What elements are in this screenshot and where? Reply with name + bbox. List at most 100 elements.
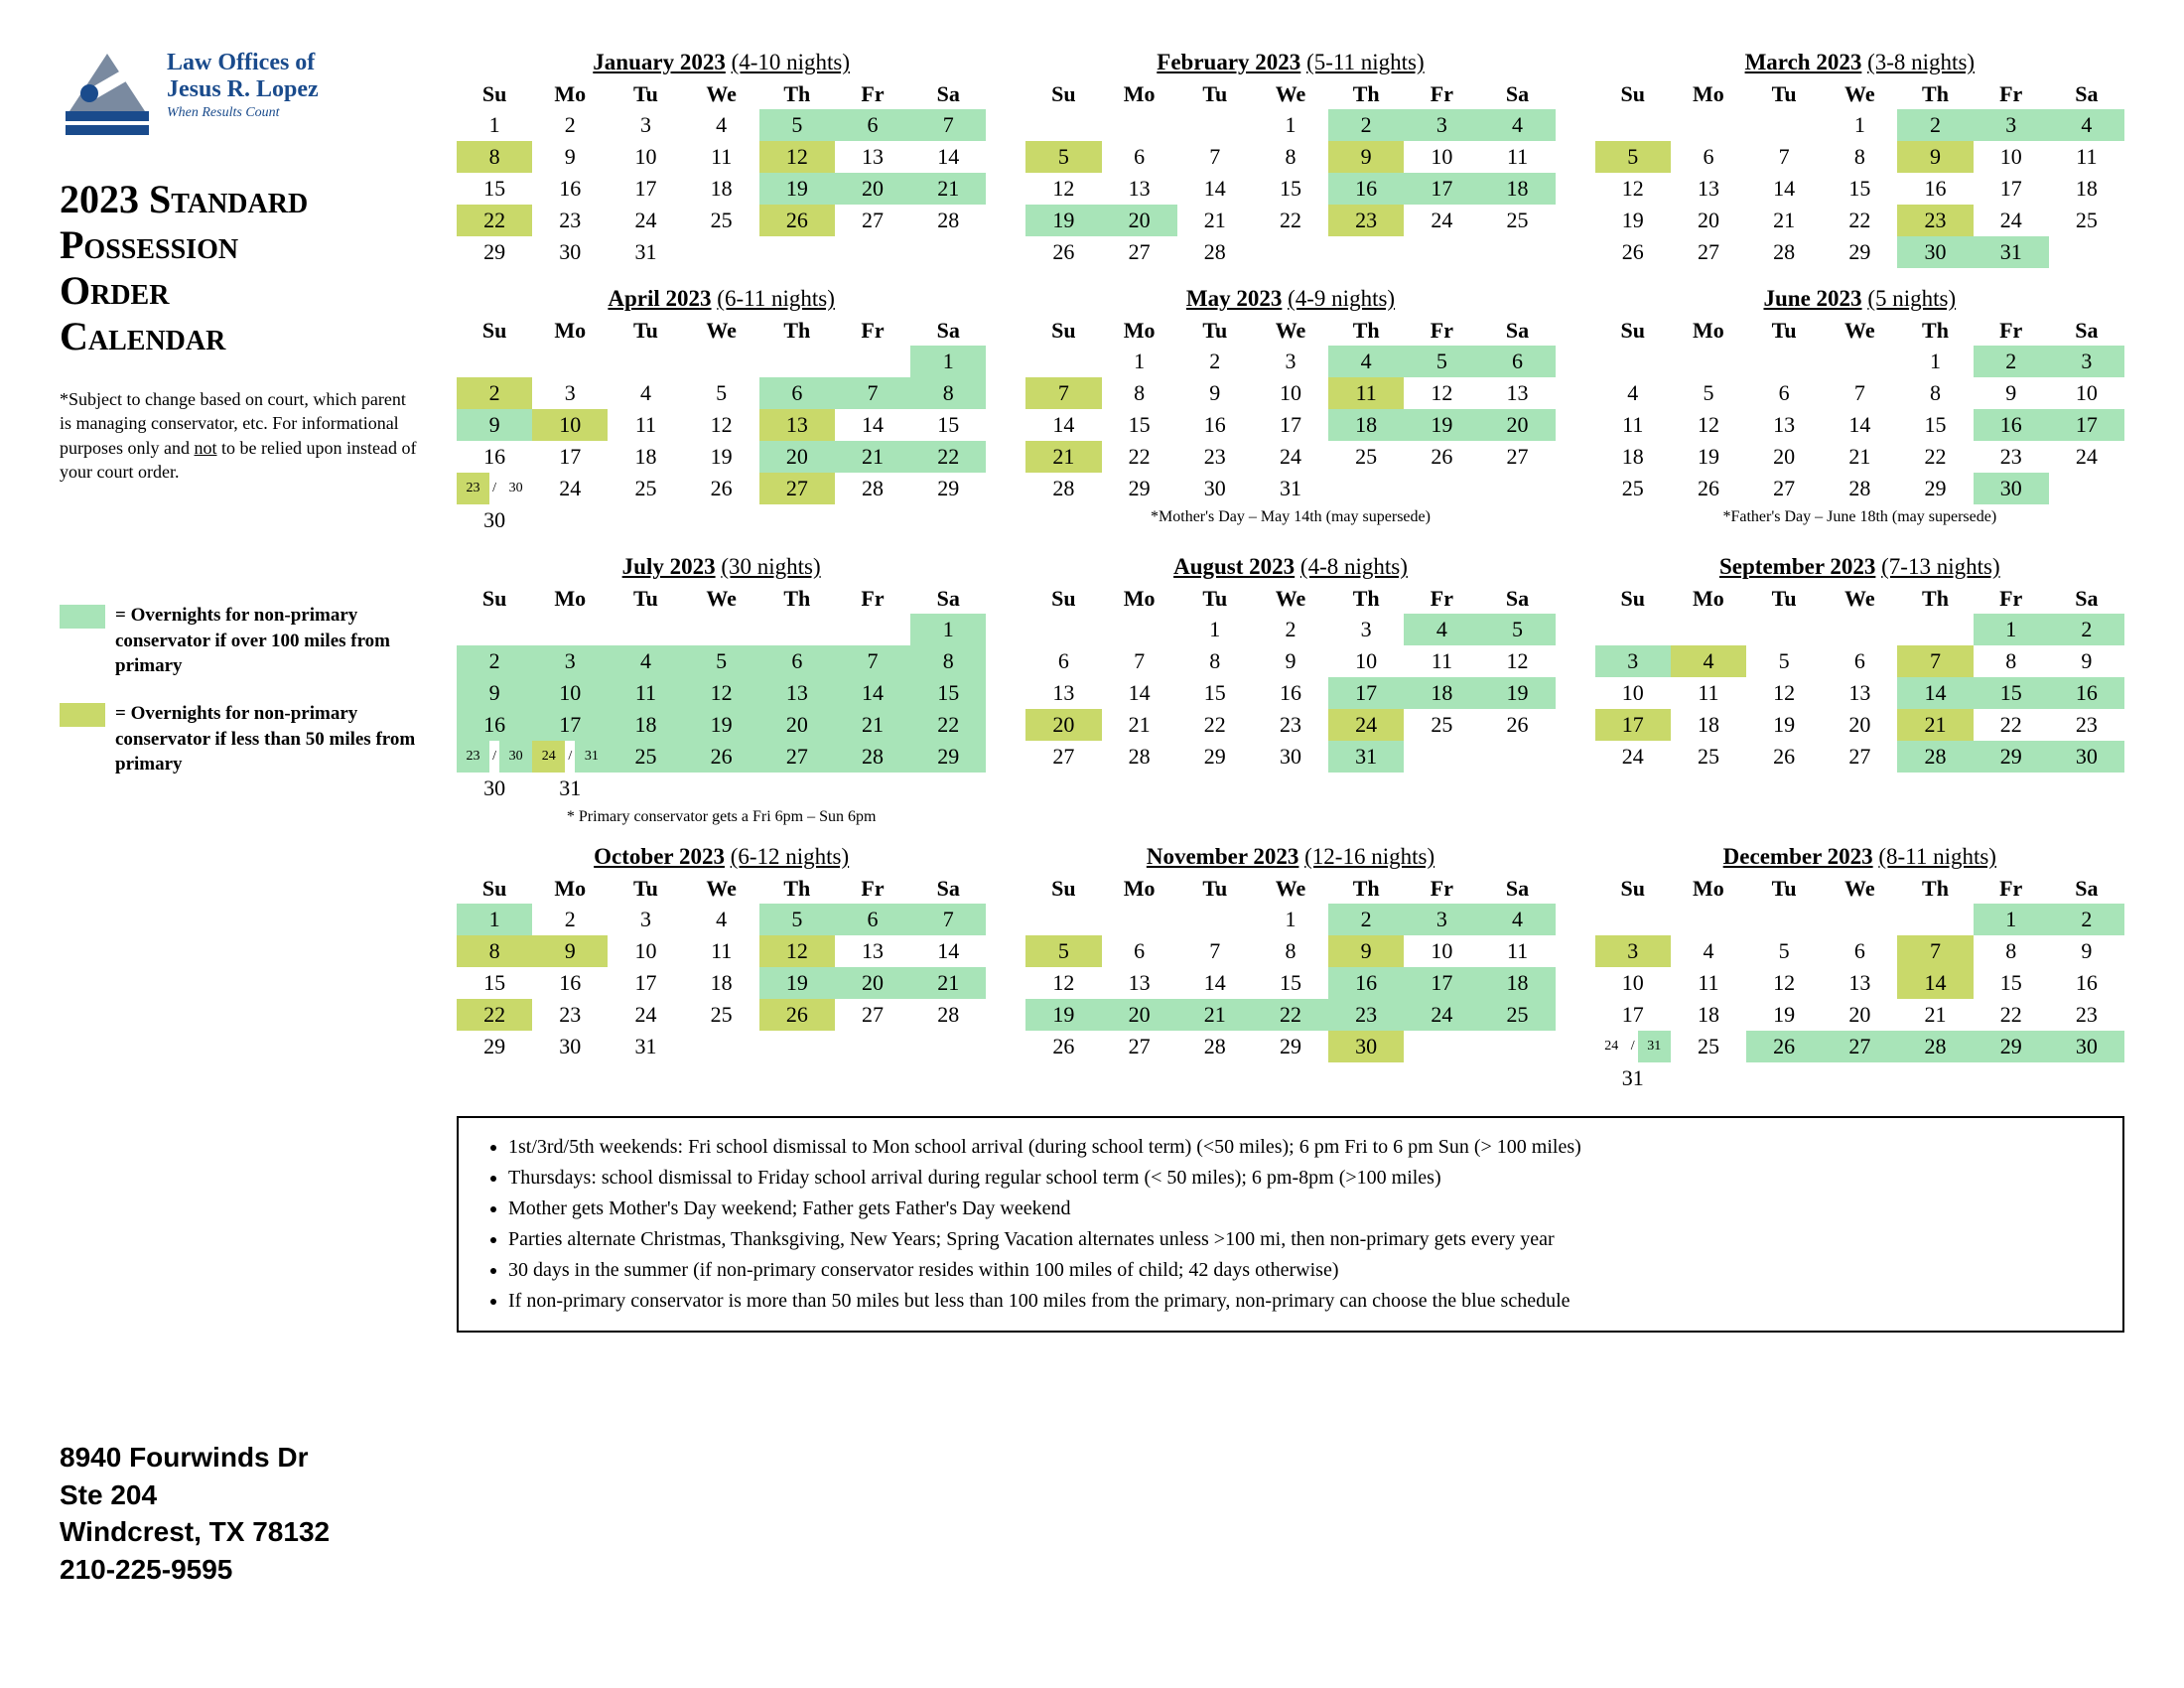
day-cell: 10 [532,677,608,709]
day-cell: 2 [532,904,608,935]
day-cell [684,773,759,804]
weekday-header: Sa [1479,79,1555,109]
day-cell [835,504,910,536]
day-cell: 27 [759,473,835,504]
month-block: February 2023 (5-11 nights)SuMoTuWeThFrS… [1025,50,1555,268]
day-cell [1671,614,1746,645]
weekday-header: We [1822,874,1897,904]
day-cell: 6 [1102,141,1177,173]
day-cell: 31 [608,1031,683,1062]
day-cell: 10 [1595,677,1671,709]
day-cell: 17 [2049,409,2124,441]
day-cell [457,346,532,377]
day-cell: 14 [1102,677,1177,709]
day-cell: 15 [1974,677,2049,709]
day-cell: 21 [1177,999,1253,1031]
day-cell: 28 [835,473,910,504]
day-cell [684,346,759,377]
day-cell: 11 [1328,377,1404,409]
day-cell: 28 [1746,236,1822,268]
day-cell: 15 [1253,967,1328,999]
day-cell: 24 [532,473,608,504]
day-cell [1025,614,1101,645]
day-cell: 16 [457,441,532,473]
weekday-header: Tu [608,874,683,904]
day-cell: 9 [532,935,608,967]
logo-tagline: When Results Count [167,105,319,121]
weekday-header: Th [1328,316,1404,346]
day-cell: 7 [1177,141,1253,173]
sidebar: Law Offices of Jesus R. Lopez When Resul… [60,50,417,1638]
day-cell: 21 [1897,709,1973,741]
weekday-header: Sa [910,874,986,904]
day-cell: 6 [835,904,910,935]
day-cell: 8 [1822,141,1897,173]
weekday-header: Mo [1671,874,1746,904]
day-cell: 14 [1177,967,1253,999]
weekday-header: Th [1328,79,1404,109]
day-cell: 28 [1897,741,1973,773]
day-cell: 3 [532,377,608,409]
day-cell: 12 [1671,409,1746,441]
day-cell: 3 [1974,109,2049,141]
day-cell [2049,1062,2124,1094]
weekday-header: Sa [2049,874,2124,904]
day-cell: 4 [1595,377,1671,409]
day-cell: 3 [1595,935,1671,967]
day-cell: 24 [1974,205,2049,236]
weekday-header: Su [1595,874,1671,904]
rules-list: 1st/3rd/5th weekends: Fri school dismiss… [480,1132,2101,1317]
day-cell: 27 [1025,741,1101,773]
day-cell: 1 [910,346,986,377]
day-cell: 9 [457,409,532,441]
weekday-header: Th [1897,874,1973,904]
day-cell: 6 [1822,935,1897,967]
weekday-header: Sa [910,584,986,614]
day-cell: 7 [835,377,910,409]
day-cell: 13 [1102,967,1177,999]
day-cell: 1 [1822,109,1897,141]
weekday-header: Mo [1102,584,1177,614]
month-title: April 2023 (6-11 nights) [457,286,986,312]
weekday-header: Su [457,79,532,109]
day-cell: 28 [835,741,910,773]
day-cell: 21 [1746,205,1822,236]
weekday-header: Fr [1974,584,2049,614]
day-cell: 29 [1897,473,1973,504]
logo-line1: Law Offices of [167,50,319,76]
day-cell: 24 [1404,205,1479,236]
day-cell: 13 [1102,173,1177,205]
rules-box: 1st/3rd/5th weekends: Fri school dismiss… [457,1116,2124,1333]
day-cell: 18 [1328,409,1404,441]
logo-text: Law Offices of Jesus R. Lopez When Resul… [167,50,319,121]
day-cell: 23 [532,999,608,1031]
day-cell: 16 [2049,967,2124,999]
day-cell: 25 [608,473,683,504]
day-cell: 19 [1479,677,1555,709]
day-cell: 23/30 [457,741,532,773]
day-cell: 20 [1102,205,1177,236]
day-cell: 22 [457,999,532,1031]
day-cell [532,614,608,645]
day-cell: 18 [1671,709,1746,741]
day-cell: 26 [759,205,835,236]
weekday-header: Mo [1102,874,1177,904]
day-cell: 10 [1404,141,1479,173]
day-cell: 18 [1671,999,1746,1031]
weekday-header: Su [1025,316,1101,346]
day-cell: 4 [1479,109,1555,141]
day-cell: 31 [532,773,608,804]
weekday-header: Su [457,316,532,346]
day-cell: 13 [759,409,835,441]
month-title: February 2023 (5-11 nights) [1025,50,1555,75]
day-cell: 26 [1025,1031,1101,1062]
month-block: December 2023 (8-11 nights)SuMoTuWeThFrS… [1595,844,2124,1094]
day-cell: 17 [1595,709,1671,741]
month-table: SuMoTuWeThFrSa12345678910111213141516171… [457,79,986,268]
day-cell: 29 [457,1031,532,1062]
day-cell: 16 [457,709,532,741]
rule-item: 30 days in the summer (if non-primary co… [508,1255,2101,1286]
day-cell: 6 [835,109,910,141]
day-cell: 25 [1479,205,1555,236]
day-cell: 10 [1974,141,2049,173]
